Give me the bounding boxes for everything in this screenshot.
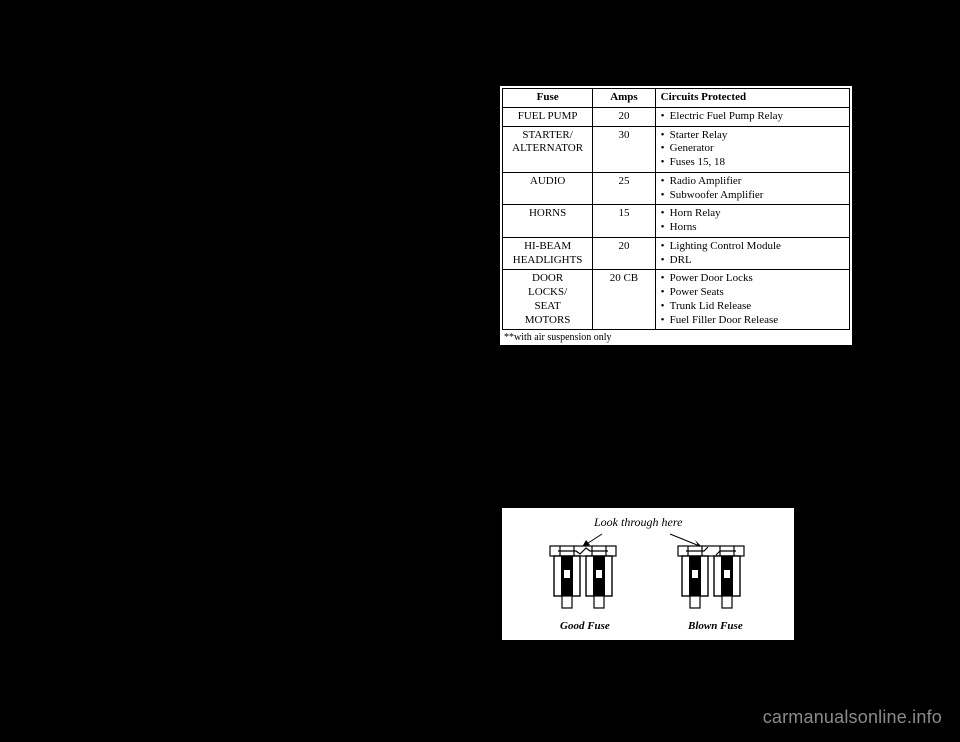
circuit-item: Radio Amplifier [661,175,844,189]
good-fuse-icon [550,546,616,608]
table-footnote: **with air suspension only [502,330,850,343]
blown-fuse-icon [678,546,744,608]
circuit-item: Fuel Filler Door Release [661,314,844,328]
circuit-item: Starter Relay [661,129,844,143]
amps-cell: 20 CB [593,270,655,330]
table-row: HI-BEAMHEADLIGHTS20Lighting Control Modu… [503,237,850,270]
col-header-amps: Amps [593,89,655,108]
amps-cell: 15 [593,205,655,238]
table-header-row: Fuse Amps Circuits Protected [503,89,850,108]
circuits-cell: Power Door LocksPower SeatsTrunk Lid Rel… [655,270,849,330]
circuit-item: Trunk Lid Release [661,300,844,314]
table-row: HORNS15Horn RelayHorns [503,205,850,238]
fuse-cell: HI-BEAMHEADLIGHTS [503,237,593,270]
table-row: STARTER/ALTERNATOR30Starter RelayGenerat… [503,126,850,172]
blown-fuse-caption: Blown Fuse [688,620,743,632]
circuit-item: Subwoofer Amplifier [661,189,844,203]
circuits-cell: Electric Fuel Pump Relay [655,107,849,126]
fuse-table: Fuse Amps Circuits Protected FUEL PUMP20… [502,88,850,330]
amps-cell: 25 [593,172,655,205]
table-row: FUEL PUMP20 Electric Fuel Pump Relay [503,107,850,126]
fuse-cell: STARTER/ALTERNATOR [503,126,593,172]
fuse-table-panel: Fuse Amps Circuits Protected FUEL PUMP20… [500,86,852,345]
fuse-cell: DOORLOCKS/SEATMOTORS [503,270,593,330]
circuit-item: Electric Fuel Pump Relay [661,110,844,124]
fuse-cell: HORNS [503,205,593,238]
fuse-cell: AUDIO [503,172,593,205]
circuit-item: Lighting Control Module [661,240,844,254]
circuit-item: Fuses 15, 18 [661,156,844,170]
circuits-cell: Starter RelayGeneratorFuses 15, 18 [655,126,849,172]
table-row: AUDIO25Radio AmplifierSubwoofer Amplifie… [503,172,850,205]
circuits-cell: Horn RelayHorns [655,205,849,238]
amps-cell: 20 [593,237,655,270]
circuits-cell: Lighting Control ModuleDRL [655,237,849,270]
col-header-fuse: Fuse [503,89,593,108]
look-through-label: Look through here [594,515,682,530]
circuit-item: DRL [661,254,844,268]
circuit-item: Horn Relay [661,207,844,221]
circuit-item: Horns [661,221,844,235]
circuit-item: Generator [661,142,844,156]
fuse-diagram-svg [502,530,794,620]
good-fuse-caption: Good Fuse [560,620,610,632]
circuit-item: Power Door Locks [661,272,844,286]
amps-cell: 30 [593,126,655,172]
fuse-table-body: FUEL PUMP20Electric Fuel Pump RelaySTART… [503,107,850,330]
fuse-diagram-panel: Look through here [502,508,794,640]
watermark-text: carmanualsonline.info [763,707,942,728]
amps-cell: 20 [593,107,655,126]
circuits-cell: Radio AmplifierSubwoofer Amplifier [655,172,849,205]
fuse-cell: FUEL PUMP [503,107,593,126]
col-header-circuits: Circuits Protected [655,89,849,108]
table-row: DOORLOCKS/SEATMOTORS20 CBPower Door Lock… [503,270,850,330]
circuit-item: Power Seats [661,286,844,300]
